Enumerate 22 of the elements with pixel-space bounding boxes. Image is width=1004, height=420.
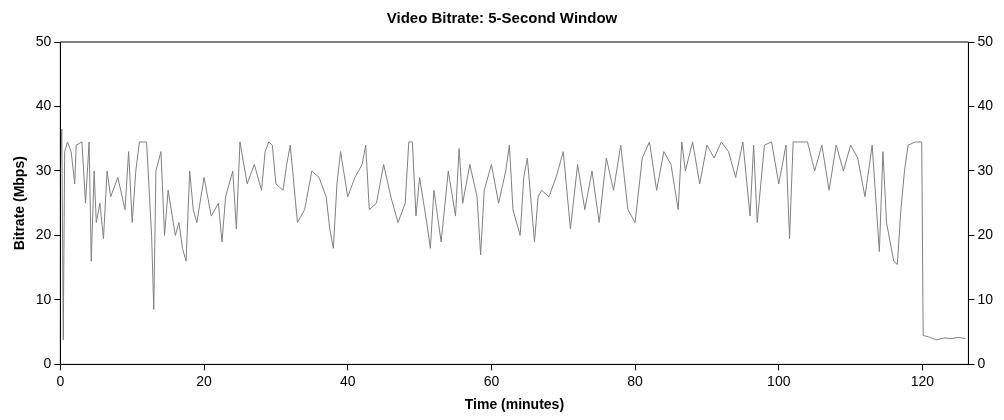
y2-tick-label: 50 [977, 32, 994, 49]
y-tick-label: 0 [43, 355, 52, 372]
x-axis-title: Time (minutes) [464, 396, 565, 413]
y2-tick-label: 40 [977, 97, 994, 114]
y-tick-label: 20 [35, 226, 52, 243]
y-tick-label: 30 [35, 161, 52, 178]
y-axis-title: Bitrate (Mbps) [11, 156, 28, 251]
y2-tick-label: 20 [977, 226, 994, 243]
chart-title: Video Bitrate: 5-Second Window [386, 9, 618, 27]
x-tick-label: 100 [767, 372, 791, 389]
x-tick-label: 20 [196, 372, 213, 389]
x-tick-label: 40 [339, 372, 356, 389]
y2-tick-label: 0 [977, 355, 986, 372]
x-tick-label: 60 [483, 372, 500, 389]
x-tick-label: 80 [627, 372, 644, 389]
y-tick-label: 50 [35, 32, 52, 49]
x-tick-label: 120 [910, 372, 935, 389]
y-tick-label: 10 [35, 290, 52, 307]
y2-tick-label: 10 [977, 290, 994, 307]
x-tick-label: 0 [56, 372, 65, 389]
y2-tick-label: 30 [977, 161, 994, 178]
y-tick-label: 40 [35, 97, 52, 114]
